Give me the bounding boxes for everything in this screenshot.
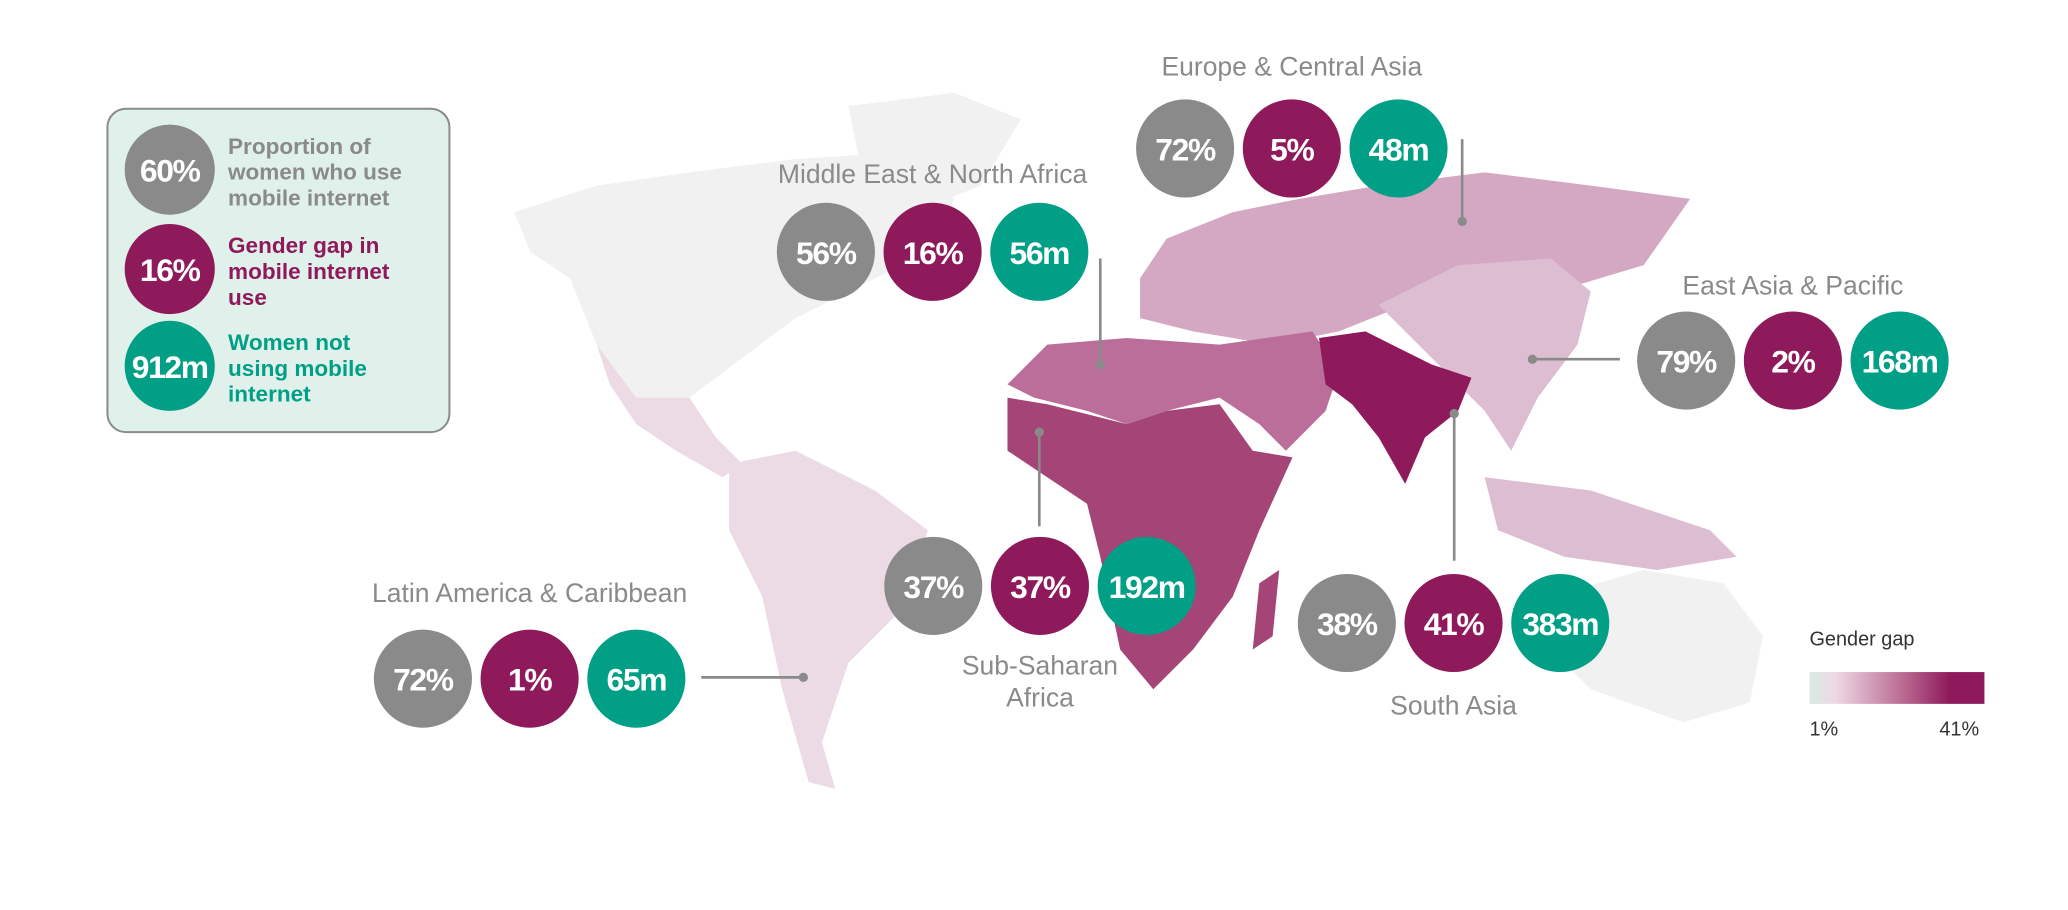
legend-label-line: internet [228, 382, 311, 407]
stat-circle [1404, 573, 1503, 673]
region-name-line: Africa [1006, 683, 1074, 713]
middle-east-north-africa [1007, 331, 1339, 451]
region: Middle East & North Africa 56% 16% 56m [776, 159, 1105, 370]
region-name: Sub-Saharan Africa [962, 651, 1118, 713]
legend-sample: 912m [132, 349, 208, 385]
stat-value: 65m [606, 662, 666, 698]
region: Europe & Central Asia 72% 5% 48m [1136, 52, 1467, 227]
legend-label: Women not using mobile internet [228, 330, 367, 407]
legend-sample: 16% [140, 252, 201, 288]
south-america [729, 450, 928, 789]
stat-value: 16% [903, 235, 964, 271]
stat-value: 37% [1010, 569, 1071, 605]
scale-min: 1% [1809, 719, 1838, 741]
stat-circle [480, 629, 579, 728]
region-name-line: South Asia [1390, 690, 1517, 720]
region: Sub-Saharan Africa 37% 37% 192m [884, 427, 1196, 713]
leader-dot [1034, 427, 1044, 437]
region-name: Middle East & North Africa [778, 159, 1088, 189]
greenland [848, 92, 1021, 213]
scale-legend: Gender gap 1% 41% [1809, 629, 1985, 741]
stat-value: 56m [1009, 235, 1069, 271]
stat-circle [883, 202, 982, 301]
legend-label-line: women who use [227, 160, 402, 185]
legend-label-line: using mobile [228, 356, 367, 381]
stat-value: 41% [1424, 606, 1485, 642]
world-map [514, 92, 1764, 789]
stat-circle [1349, 99, 1448, 198]
stat-circle [990, 202, 1089, 301]
stat-value: 37% [903, 569, 964, 605]
stat-circle [1637, 311, 1736, 410]
stat-value: 1% [508, 662, 552, 698]
stat-circle [884, 536, 983, 635]
region-name: Latin America & Caribbean [372, 578, 687, 608]
legend-label: Gender gap in mobile internet use [228, 233, 390, 310]
madagascar [1252, 569, 1280, 650]
region-name: South Asia [1390, 690, 1517, 720]
east-asia [1378, 258, 1591, 451]
scale-bar [1809, 672, 1985, 704]
legend-circle [124, 124, 215, 215]
region-name-line: Latin America & Caribbean [372, 578, 687, 608]
legend-label-line: Gender gap in [228, 233, 379, 258]
legend-label-line: mobile internet [228, 185, 390, 210]
stat-value: 79% [1656, 343, 1717, 379]
legend-circle [124, 224, 215, 315]
stat-value: 72% [393, 662, 454, 698]
stat-value: 56% [796, 235, 857, 271]
region-name-line: East Asia & Pacific [1682, 270, 1903, 300]
stat-value: 48m [1369, 131, 1429, 167]
stat-circle [1097, 536, 1196, 635]
scale-max: 41% [1939, 719, 1979, 741]
europe-central-asia [1140, 172, 1691, 345]
central-america [596, 344, 743, 478]
stat-value: 168m [1862, 343, 1938, 379]
south-asia [1318, 331, 1472, 484]
leader-dot [1449, 408, 1459, 419]
legend-label: Proportion of women who use mobile interne… [227, 134, 402, 211]
stat-circle [1743, 311, 1842, 410]
legend-label-line: Women not [228, 330, 351, 355]
legend-sample: 60% [140, 153, 201, 189]
stat-value: 5% [1270, 131, 1314, 167]
stat-circle [990, 536, 1090, 635]
stat-value: 38% [1317, 606, 1378, 642]
leader-dot [798, 672, 808, 683]
legend-circle [124, 320, 215, 411]
region-name-line: Europe & Central Asia [1161, 52, 1422, 82]
region-name: East Asia & Pacific [1682, 270, 1903, 300]
stat-circle [1850, 311, 1949, 410]
stat-circle [776, 202, 875, 301]
stat-value: 192m [1109, 569, 1185, 605]
stat-value: 2% [1771, 343, 1815, 379]
leader-dot [1095, 359, 1105, 370]
stat-circle [373, 629, 472, 728]
legend-label-line: Proportion of [228, 134, 371, 159]
legend-label-line: mobile internet [228, 259, 390, 284]
region: East Asia & Pacific 79% 2% 168m [1527, 270, 1949, 410]
region: Latin America & Caribbean 72% 1% 65m [372, 578, 808, 728]
stat-circle [587, 629, 686, 728]
region-name-line: Middle East & North Africa [778, 159, 1088, 189]
leader-dot [1527, 354, 1538, 364]
legend-label-line: use [228, 285, 267, 310]
stat-circle [1511, 573, 1610, 673]
southeast-asia [1484, 477, 1737, 570]
scale-title: Gender gap [1809, 629, 1914, 651]
legend-items: 60%Proportion of women who use mobile inte… [124, 124, 402, 411]
stat-circle [1297, 573, 1396, 673]
region-name: Europe & Central Asia [1161, 52, 1422, 82]
regions: Europe & Central Asia 72% 5% 48m Middle East… [372, 52, 1949, 728]
stat-circle [1136, 99, 1235, 198]
stat-value: 383m [1522, 606, 1598, 642]
stat-circle [1242, 99, 1341, 198]
region-name-line: Sub-Saharan [962, 651, 1118, 681]
stat-value: 72% [1155, 131, 1216, 167]
leader-dot [1457, 216, 1467, 227]
region: South Asia 38% 41% 383m [1297, 408, 1610, 720]
